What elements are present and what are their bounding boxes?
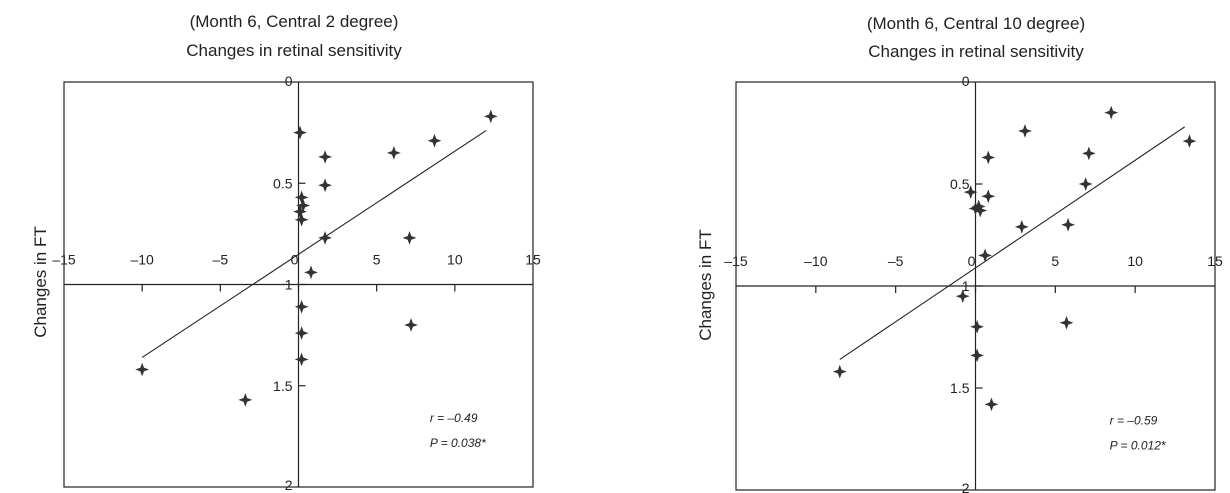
y-tick-label: 0.5	[273, 175, 293, 191]
chart-2: (Month 6, Central 10 degree) Changes in r…	[696, 14, 1223, 493]
x-tick-label: –10	[804, 253, 828, 269]
data-point	[318, 178, 332, 193]
data-point	[304, 265, 318, 280]
y-tick-label: 1	[285, 277, 293, 293]
data-point	[427, 133, 442, 148]
x-tick-label: –15	[52, 252, 76, 268]
data-point	[984, 397, 999, 412]
x-tick-label: –5	[213, 252, 229, 268]
y-tick-label: 0.5	[950, 176, 970, 192]
x-tick-label: –5	[888, 253, 904, 269]
data-point	[294, 352, 309, 367]
data-point	[981, 189, 996, 204]
y-tick-label: 2	[962, 480, 970, 493]
chart-title: Changes in retinal sensitivity	[186, 41, 402, 60]
data-point	[135, 362, 150, 377]
data-point	[294, 190, 309, 205]
x-tick-label: 10	[1127, 253, 1143, 269]
chart-title: Changes in retinal sensitivity	[868, 42, 1084, 61]
x-tick-label: –10	[130, 252, 154, 268]
x-tick-label: 5	[1051, 253, 1059, 269]
y-tick-label: 0	[285, 73, 293, 89]
x-tick-label: 10	[447, 252, 463, 268]
data-point	[402, 231, 417, 245]
y-tick-label: 1	[962, 278, 970, 294]
y-tick-label: 1.5	[950, 380, 970, 396]
data-point	[238, 393, 253, 407]
x-tick-label: 15	[1207, 253, 1223, 269]
x-tick-label: 15	[525, 252, 541, 268]
y-axis-label: Changes in FT	[31, 226, 50, 338]
data-point	[1018, 124, 1032, 138]
data-point	[483, 109, 498, 124]
data-point	[1104, 105, 1119, 120]
stat-annotation: r = –0.59	[1110, 414, 1158, 428]
regression-line	[141, 130, 487, 358]
regression-line	[839, 126, 1185, 360]
data-point	[404, 318, 418, 332]
data-point	[294, 212, 309, 227]
data-point	[318, 150, 332, 164]
x-tick-label: 5	[373, 252, 381, 268]
stat-annotation: r = –0.49	[430, 411, 478, 425]
data-point	[970, 319, 984, 334]
data-point	[386, 145, 401, 160]
data-point	[1081, 146, 1096, 161]
x-tick-label: –15	[724, 253, 748, 269]
chart-subtitle: (Month 6, Central 2 degree)	[190, 12, 399, 31]
data-point	[955, 289, 970, 304]
chart-1: (Month 6, Central 2 degree) Changes in re…	[31, 12, 541, 493]
data-point	[963, 185, 978, 200]
data-point	[1059, 315, 1074, 330]
data-point	[1182, 134, 1197, 149]
y-tick-label: 1.5	[273, 378, 293, 394]
y-axis-label: Changes in FT	[696, 229, 715, 341]
data-point	[971, 199, 986, 214]
data-point	[294, 326, 309, 340]
data-point	[1061, 217, 1075, 232]
data-point	[981, 150, 996, 165]
y-tick-label: 2	[285, 477, 293, 493]
data-point	[970, 348, 984, 363]
data-point	[293, 125, 307, 140]
data-point	[1014, 219, 1029, 234]
stat-annotation: P = 0.038*	[430, 436, 486, 450]
data-point	[978, 248, 992, 263]
stat-annotation: P = 0.012*	[1110, 439, 1166, 453]
x-tick-label: 0	[291, 252, 299, 268]
y-tick-label: 0	[962, 73, 970, 89]
data-point	[318, 231, 332, 245]
chart-subtitle: (Month 6, Central 10 degree)	[867, 14, 1085, 33]
data-point	[973, 203, 988, 218]
data-point	[832, 364, 847, 379]
data-point	[1078, 177, 1093, 191]
x-tick-label: 0	[968, 253, 976, 269]
data-point	[294, 299, 309, 314]
